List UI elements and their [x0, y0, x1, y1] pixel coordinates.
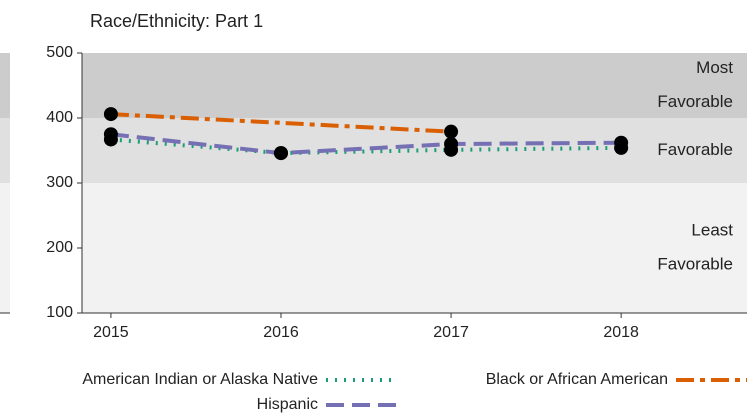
data-point [103, 127, 118, 142]
x-tick-label: 2017 [433, 324, 469, 341]
data-point [614, 135, 629, 150]
data-point [273, 146, 288, 161]
band-label: Favorable [657, 92, 733, 111]
series-line [110, 112, 452, 134]
series-line [110, 132, 622, 156]
band-label: Favorable [657, 140, 733, 159]
band-label: Least [691, 220, 733, 239]
band [82, 53, 747, 118]
x-tick-label: 2015 [93, 324, 129, 341]
x-tick-label: 2016 [263, 324, 299, 341]
band-label: Favorable [657, 254, 733, 273]
data-point [103, 107, 118, 122]
y-tick-label: 400 [46, 109, 73, 126]
band-edge [0, 53, 10, 118]
band-edge [0, 183, 10, 313]
y-tick-label: 100 [46, 304, 73, 321]
band [82, 118, 747, 183]
band-edge [0, 118, 10, 183]
band [82, 183, 747, 313]
x-tick-label: 2018 [603, 324, 639, 341]
legend-label: Hispanic [257, 396, 318, 413]
legend-label: American Indian or Alaska Native [82, 371, 318, 388]
data-point [444, 124, 459, 139]
band-label: Most [696, 58, 733, 77]
data-point [444, 137, 459, 151]
chart-title: Race/Ethnicity: Part 1 [90, 11, 263, 31]
y-tick-label: 200 [46, 239, 73, 256]
legend-label: Black or African American [486, 371, 668, 388]
y-tick-label: 300 [46, 174, 73, 191]
y-tick-label: 500 [46, 44, 73, 61]
